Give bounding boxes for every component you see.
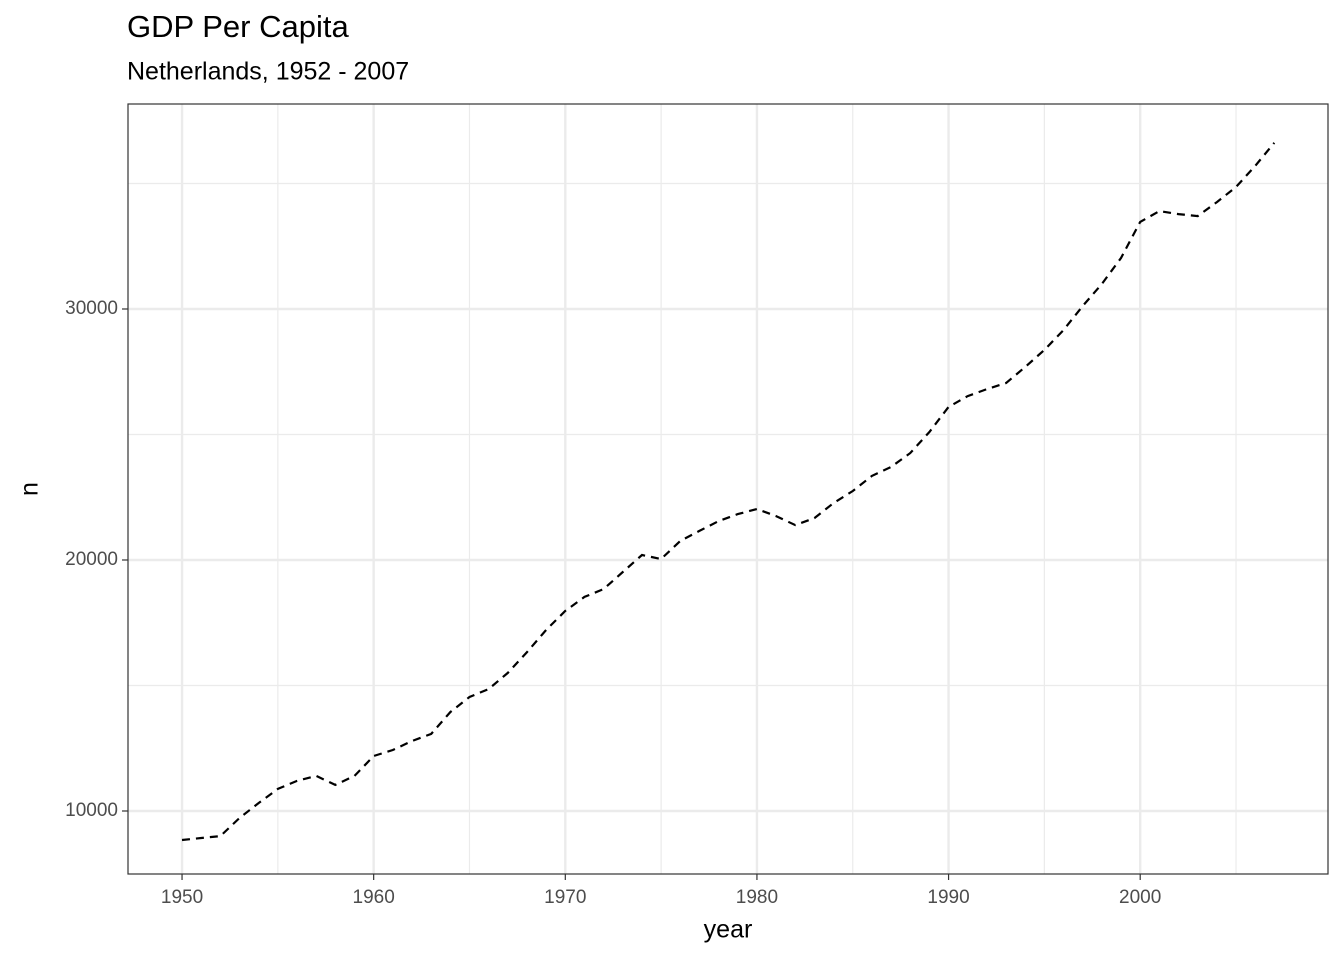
x-tick-label: 1960	[353, 887, 395, 908]
chart-title: GDP Per Capita	[127, 9, 349, 44]
chart-subtitle: Netherlands, 1952 - 2007	[127, 58, 409, 86]
x-tick-label: 1970	[544, 887, 586, 908]
panel-border	[127, 103, 1329, 875]
y-tick-label: 20000	[65, 549, 118, 570]
data-line	[181, 142, 1276, 842]
y-tick-label: 30000	[65, 298, 118, 319]
y-tick-label: 10000	[65, 800, 118, 821]
y-axis-title: n	[16, 482, 44, 496]
x-tick-label: 1950	[161, 887, 203, 908]
x-tick-label: 2000	[1119, 887, 1161, 908]
x-tick-label: 1980	[736, 887, 778, 908]
x-axis-title: year	[704, 916, 753, 944]
x-tick-label: 1990	[927, 887, 969, 908]
